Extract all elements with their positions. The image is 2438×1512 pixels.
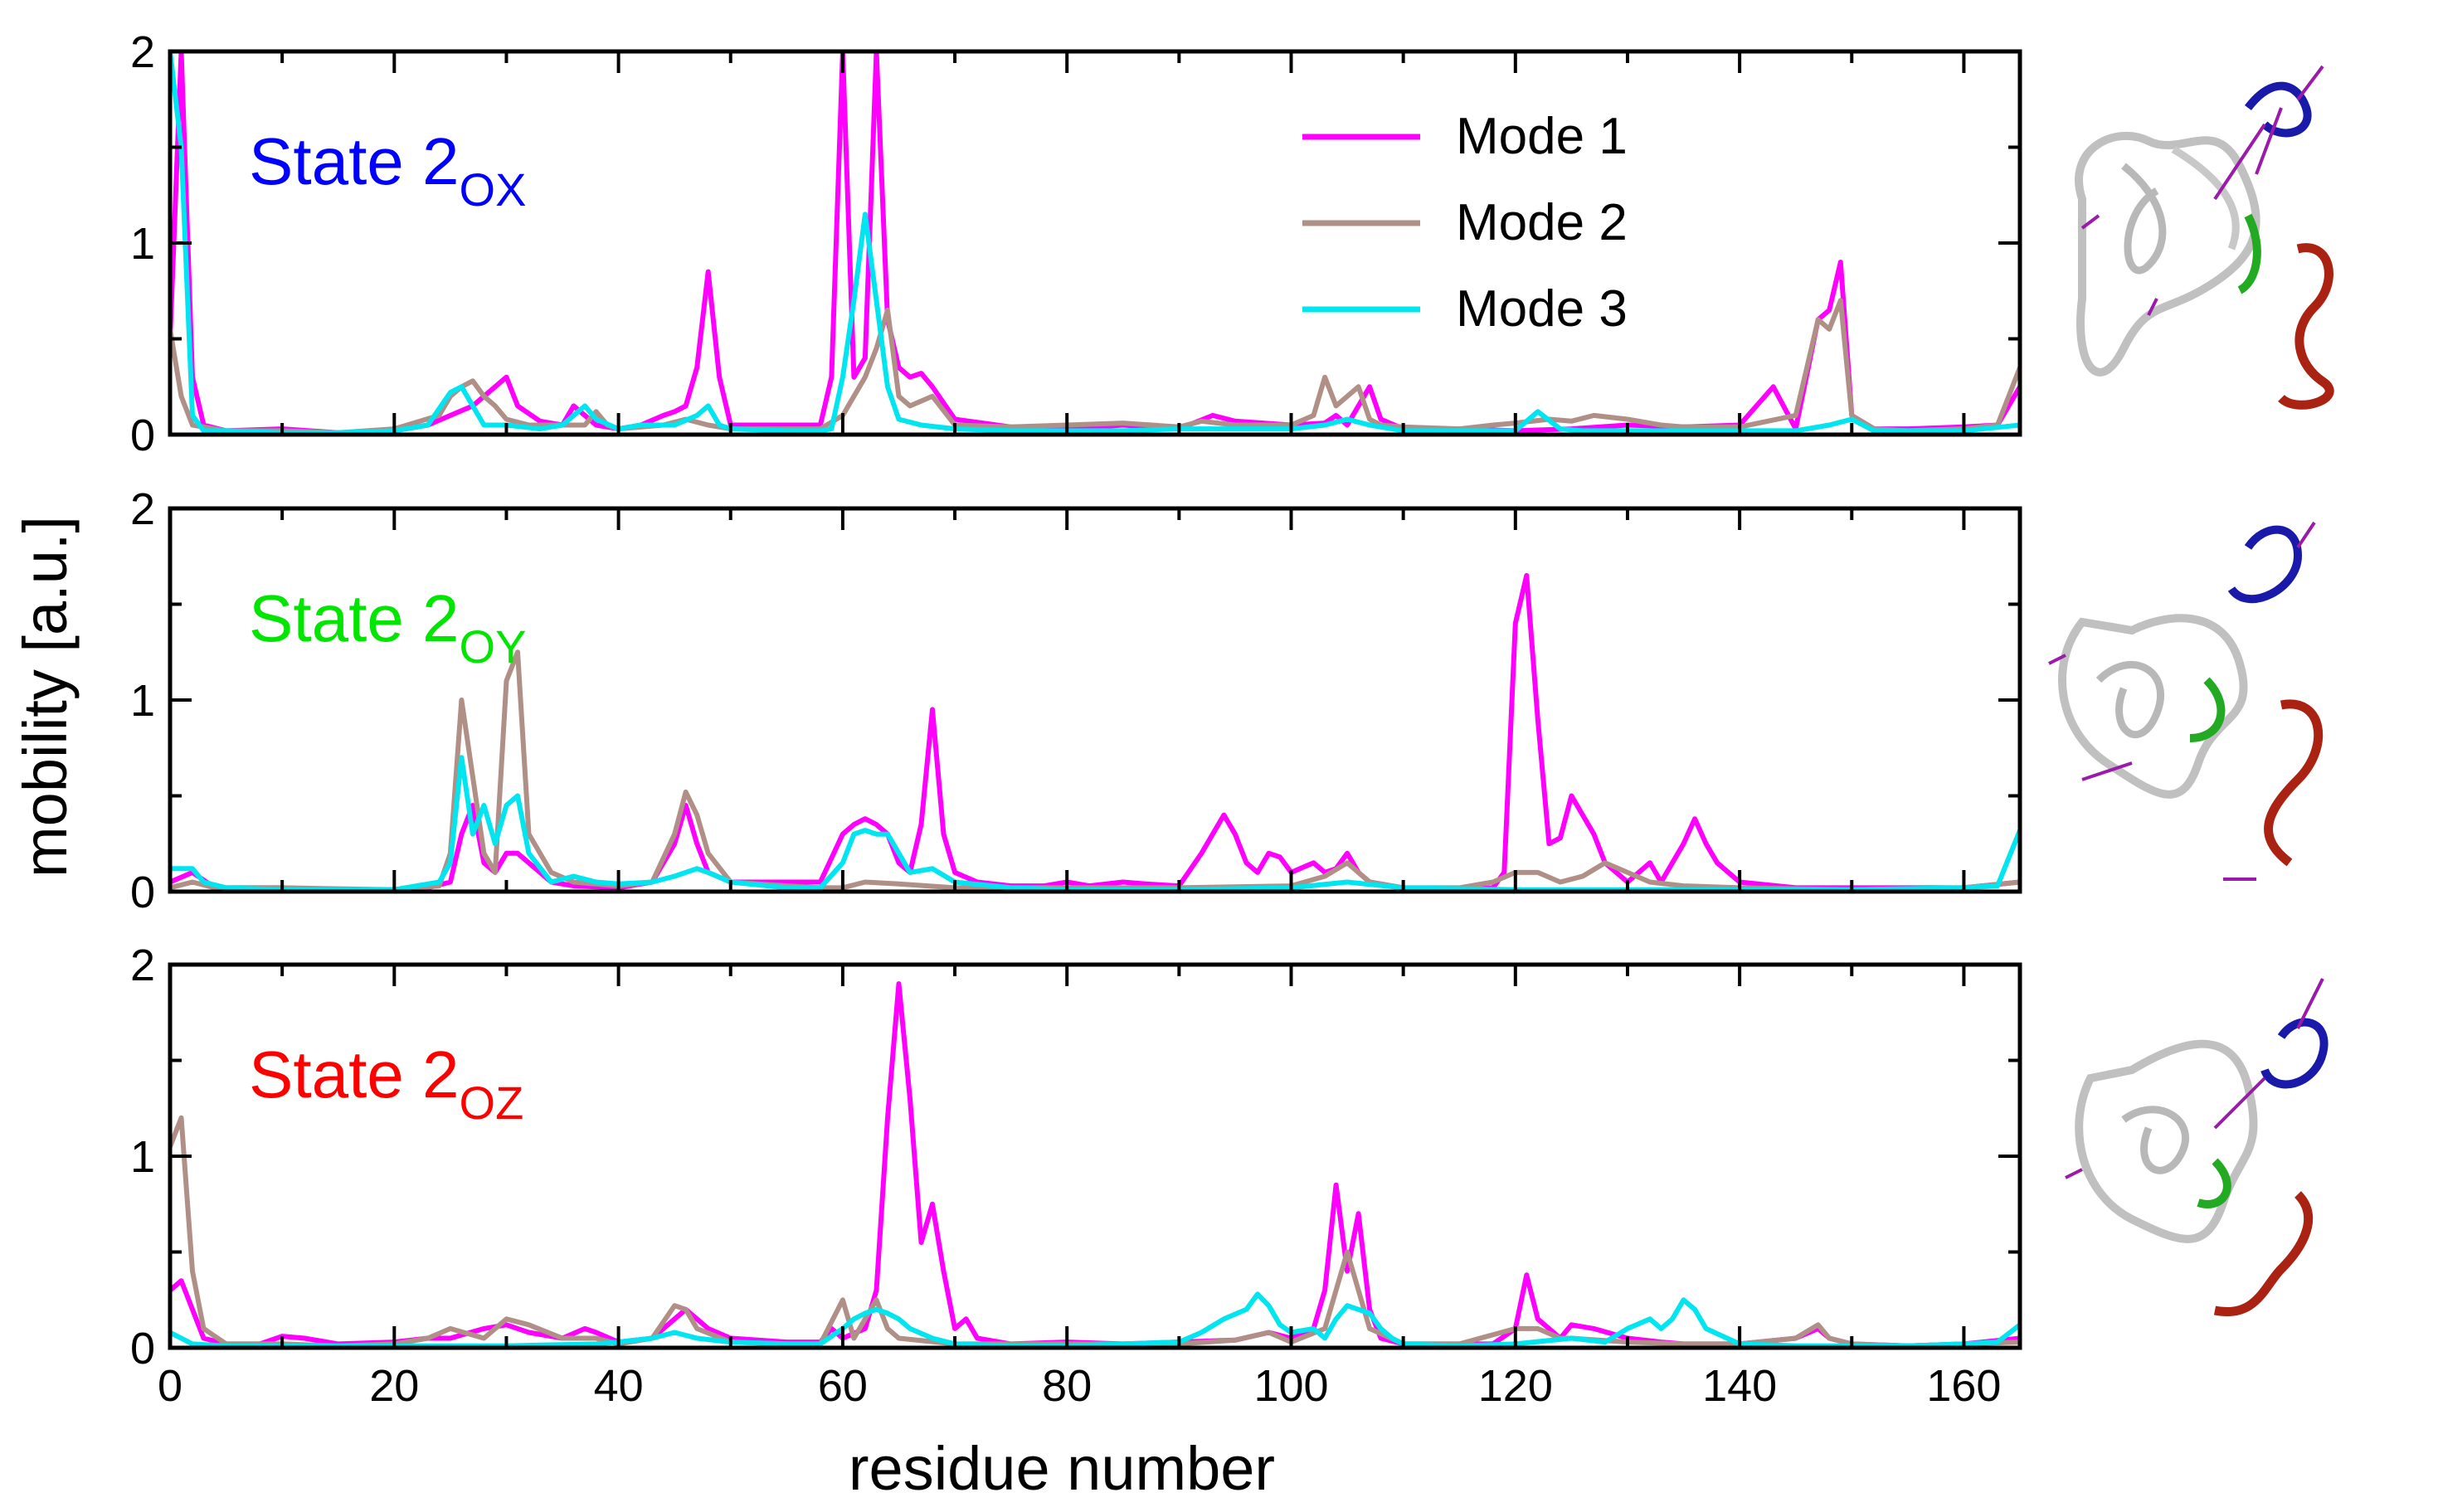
protein-structure-ox-image [2075, 65, 2334, 410]
protein-structure-oz-image [2065, 978, 2329, 1317]
legend-entry: Mode 1 [1456, 108, 1628, 165]
panel-frame [168, 506, 2022, 894]
state-label-subscript: OZ [460, 1077, 524, 1129]
series-line-mode-1 [170, 51, 2020, 435]
state-label: State 2OY [249, 581, 526, 673]
state-label: State 2OZ [249, 1038, 523, 1129]
series-line-mode-3 [170, 755, 2020, 892]
state-label-main: State 2 [249, 581, 460, 655]
panel-oy: 0 1 2 State 2OY [130, 484, 2022, 917]
y-tick-label: 1 [130, 219, 155, 269]
series-line-mode-1 [170, 572, 2020, 892]
legend-entry: Mode 3 [1456, 280, 1628, 338]
x-tick-label: 40 [594, 1361, 644, 1411]
x-tick-label: 60 [818, 1361, 868, 1411]
state-label: State 2OX [249, 124, 526, 216]
y-tick-label: 0 [130, 411, 155, 460]
legend: Mode 1 Mode 2 Mode 3 [1302, 108, 1628, 338]
panel-frame [168, 962, 2022, 1350]
x-tick-label: 20 [369, 1361, 419, 1411]
state-label-subscript: OX [460, 163, 527, 216]
series-line-mode-2 [170, 649, 2020, 892]
x-tick-label: 140 [1702, 1361, 1777, 1411]
y-tick-label: 2 [130, 941, 155, 990]
y-tick-label: 2 [130, 27, 155, 77]
x-tick-label: 80 [1042, 1361, 1092, 1411]
state-label-main: State 2 [249, 124, 460, 198]
y-tick-label: 2 [130, 484, 155, 534]
state-label-main: State 2 [249, 1038, 460, 1111]
x-tick-label: 100 [1253, 1361, 1328, 1411]
y-tick-label: 0 [130, 868, 155, 917]
y-axis-label: mobility [a.u.] [11, 516, 80, 878]
legend-entry: Mode 2 [1456, 194, 1628, 251]
y-tick-label: 1 [130, 676, 155, 726]
series-line-mode-1 [170, 981, 2020, 1348]
state-label-subscript: OY [460, 620, 527, 673]
panel-frame [168, 49, 2022, 437]
x-tick-label: 160 [1926, 1361, 2001, 1411]
y-tick-label: 0 [130, 1324, 155, 1373]
series-line-mode-2 [170, 1115, 2020, 1348]
panel-ox: 0 1 2 State 2OX [130, 27, 2022, 460]
series-line-mode-2 [170, 298, 2020, 435]
series-line-mode-3 [170, 1291, 2020, 1348]
x-axis-label: residue number [849, 1434, 1275, 1503]
panel-oz: 0 1 2 State 2OZ [130, 941, 2022, 1373]
y-tick-label: 1 [130, 1132, 155, 1182]
x-tick-label: 120 [1478, 1361, 1553, 1411]
protein-structure-oy-image [2048, 521, 2324, 881]
x-tick-label: 0 [158, 1361, 182, 1411]
series-line-mode-3 [170, 51, 2020, 435]
